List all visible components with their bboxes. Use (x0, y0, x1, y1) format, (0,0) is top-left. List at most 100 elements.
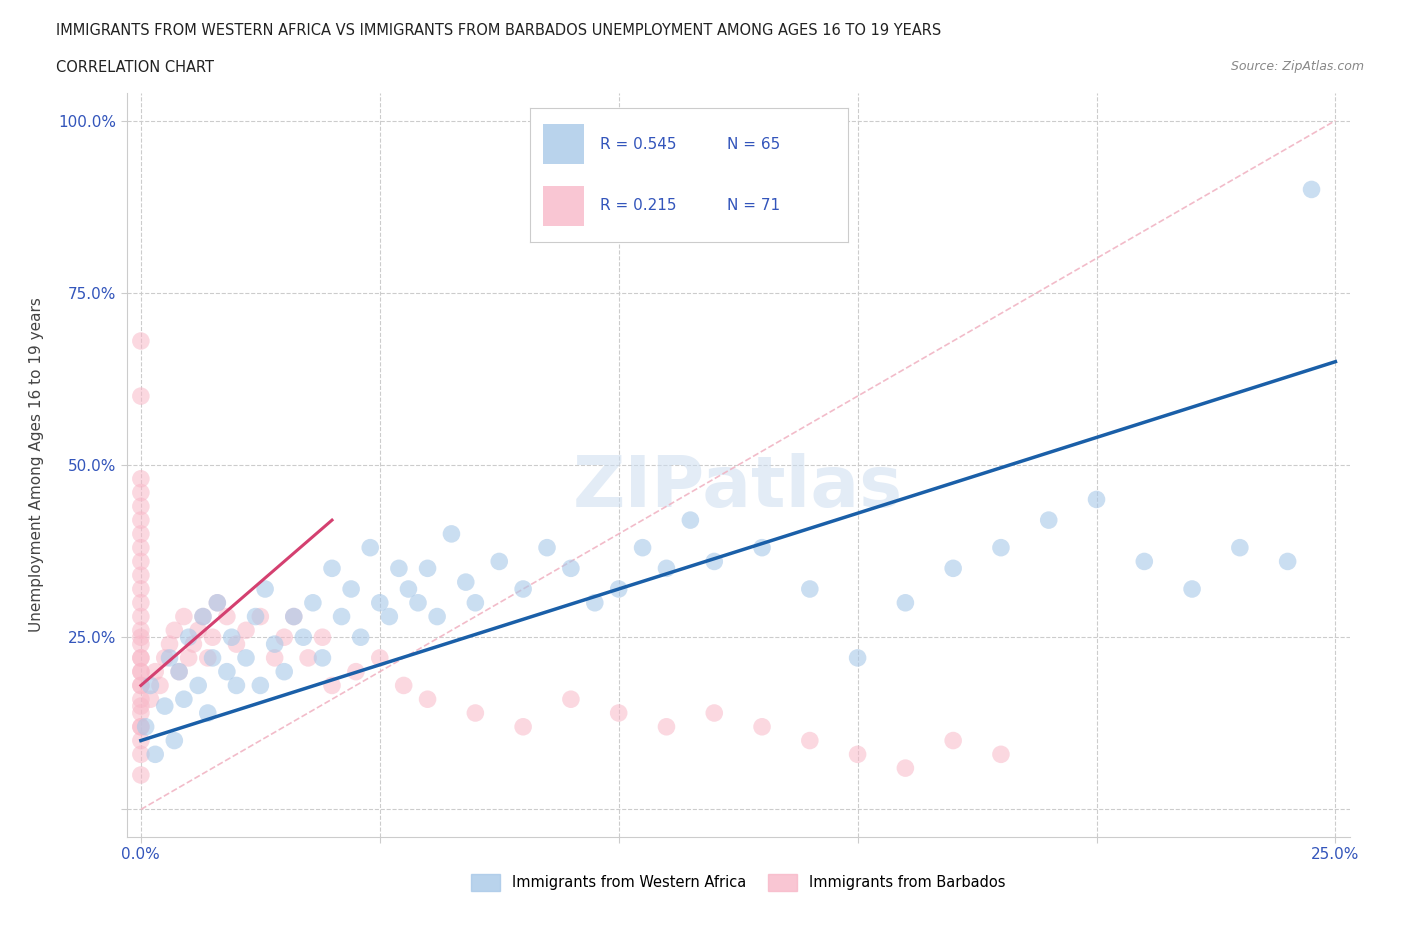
Point (330, 609, 353, 624)
Point (173, 692, 195, 707)
Point (416, 692, 439, 707)
Point (129, 595, 152, 610)
Point (311, 650, 333, 665)
Point (129, 706, 152, 721)
Point (488, 554, 510, 569)
Point (201, 630, 224, 644)
Point (990, 540, 1012, 555)
Text: IMMIGRANTS FROM WESTERN AFRICA VS IMMIGRANTS FROM BARBADOS UNEMPLOYMENT AMONG AG: IMMIGRANTS FROM WESTERN AFRICA VS IMMIGR… (56, 23, 942, 38)
Point (454, 575, 477, 590)
Point (129, 334, 152, 349)
Point (183, 637, 205, 652)
Point (129, 664, 152, 679)
Point (135, 719, 157, 734)
Point (129, 526, 152, 541)
Point (607, 581, 630, 596)
Point (129, 650, 152, 665)
Point (129, 389, 152, 404)
Point (846, 650, 869, 665)
Point (416, 561, 439, 576)
Point (163, 623, 186, 638)
Point (942, 561, 965, 576)
Point (631, 540, 654, 555)
Point (368, 650, 391, 665)
Point (143, 747, 166, 762)
Point (215, 609, 238, 624)
Text: Source: ZipAtlas.com: Source: ZipAtlas.com (1230, 60, 1364, 73)
Point (254, 581, 277, 596)
Point (129, 678, 152, 693)
Point (263, 650, 285, 665)
Point (703, 706, 725, 721)
Point (129, 554, 152, 569)
Point (191, 609, 214, 624)
Legend: Immigrants from Western Africa, Immigrants from Barbados: Immigrants from Western Africa, Immigran… (465, 869, 1011, 897)
Point (655, 561, 678, 576)
Point (302, 595, 325, 610)
Point (894, 595, 917, 610)
Point (129, 719, 152, 734)
Point (942, 733, 965, 748)
Point (344, 664, 367, 679)
Point (197, 650, 219, 665)
Point (440, 526, 463, 541)
Point (167, 664, 190, 679)
Point (426, 609, 449, 624)
Point (129, 719, 152, 734)
Point (187, 678, 209, 693)
Point (398, 581, 420, 596)
Point (235, 650, 257, 665)
Point (990, 747, 1012, 762)
Point (1277, 554, 1299, 569)
Point (263, 637, 285, 652)
Point (321, 561, 343, 576)
Point (1229, 540, 1251, 555)
Point (846, 747, 869, 762)
Point (894, 761, 917, 776)
Point (153, 650, 176, 665)
Point (388, 561, 411, 576)
Point (177, 630, 200, 644)
Point (799, 581, 821, 596)
Point (129, 630, 152, 644)
Point (1038, 512, 1060, 527)
Point (751, 719, 773, 734)
Point (321, 678, 343, 693)
Point (512, 719, 534, 734)
Point (311, 630, 333, 644)
Point (703, 554, 725, 569)
Point (1181, 581, 1204, 596)
Point (297, 650, 319, 665)
Point (464, 595, 486, 610)
Point (406, 595, 429, 610)
Point (129, 650, 152, 665)
Point (139, 692, 162, 707)
Point (359, 540, 381, 555)
Point (292, 630, 315, 644)
Point (283, 609, 305, 624)
Point (153, 698, 176, 713)
Point (751, 540, 773, 555)
Point (129, 664, 152, 679)
Point (249, 678, 271, 693)
Point (536, 540, 558, 555)
Point (173, 609, 195, 624)
Point (273, 664, 295, 679)
Point (464, 706, 486, 721)
Point (340, 581, 363, 596)
Point (129, 581, 152, 596)
Point (129, 678, 152, 693)
Point (129, 747, 152, 762)
Point (679, 512, 702, 527)
Point (512, 581, 534, 596)
Point (159, 650, 181, 665)
Point (129, 609, 152, 624)
Point (207, 595, 229, 610)
Text: CORRELATION CHART: CORRELATION CHART (56, 60, 214, 75)
Point (249, 609, 271, 624)
Point (283, 609, 305, 624)
Point (378, 609, 401, 624)
Point (221, 630, 243, 644)
Point (560, 561, 582, 576)
Point (187, 623, 209, 638)
